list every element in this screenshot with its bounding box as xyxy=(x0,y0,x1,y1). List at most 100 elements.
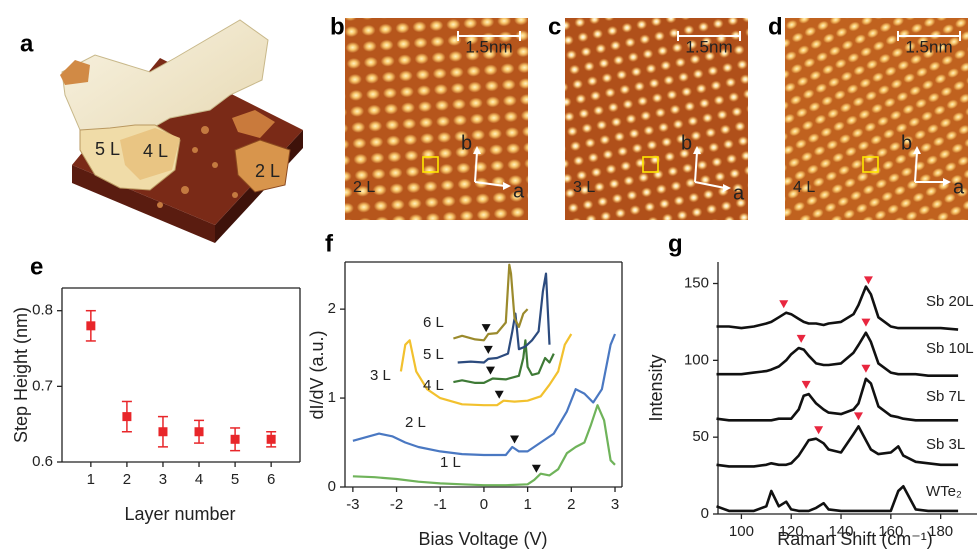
unit-cell xyxy=(422,156,439,173)
point xyxy=(158,427,168,437)
series-line xyxy=(716,377,959,422)
y-tick-label: 2 xyxy=(328,300,336,317)
series-line xyxy=(453,339,555,384)
x-tick-label: 2 xyxy=(123,471,131,488)
layer-label: 4 L xyxy=(793,179,815,196)
x-tick-label: 4 xyxy=(195,471,203,488)
y-tick-label: 0 xyxy=(701,505,709,522)
series-line xyxy=(716,331,959,377)
y-tick-label: 50 xyxy=(692,428,709,445)
series-line xyxy=(716,485,959,513)
series-line xyxy=(716,285,959,331)
arrow-head xyxy=(503,182,511,190)
x-axis-label: Raman Shift (cm⁻¹) xyxy=(777,529,933,549)
x-tick-label: 100 xyxy=(729,523,754,540)
peak-marker xyxy=(796,334,806,343)
lattice-axis xyxy=(914,151,918,183)
panel-label: f xyxy=(325,230,334,257)
series-line xyxy=(399,333,573,407)
y-tick-label: 0 xyxy=(328,478,336,495)
series-label: 2 L xyxy=(405,414,426,431)
lattice-axis-label: b xyxy=(901,132,912,154)
stm-image xyxy=(785,18,968,220)
x-axis-label: Bias Voltage (V) xyxy=(418,529,547,549)
lattice-axis-label: a xyxy=(513,180,525,202)
chart: -3 -2 -1 0 1 2 3 0 1 2 1 L 2 L 3 L 4 L 5 L 6 L xyxy=(328,261,623,513)
series-label: 6 L xyxy=(423,314,444,331)
chart: 100 120 140 160 180 0 50 100 150 Sb 20L Sb 10L Sb 7… xyxy=(684,262,977,540)
series-label: 4 L xyxy=(423,377,444,394)
series-line xyxy=(457,272,551,364)
arrow-head xyxy=(693,146,701,154)
arrow-head xyxy=(913,146,921,154)
lattice-axis xyxy=(474,151,478,183)
lattice-axis-label: b xyxy=(461,132,472,154)
peak-marker xyxy=(485,366,495,375)
arrow-head xyxy=(473,146,481,154)
chart: 1 2 3 4 5 6 0.6 0.7 0.8 xyxy=(32,287,301,488)
x-tick-label: 6 xyxy=(267,471,275,488)
layer-label: 2 L xyxy=(353,179,375,196)
peak-marker xyxy=(861,364,871,373)
series-label: 1 L xyxy=(440,454,461,471)
y-tick-label: 0.6 xyxy=(32,453,53,470)
y-tick-label: 0.8 xyxy=(32,302,53,319)
peak-marker xyxy=(494,390,504,399)
lattice-axis xyxy=(694,151,698,183)
x-tick-label: 140 xyxy=(829,523,854,540)
point xyxy=(194,427,204,437)
series-label: 5 L xyxy=(423,346,444,363)
arrow-head xyxy=(723,184,731,192)
point xyxy=(230,434,240,444)
layer-label: 3 L xyxy=(573,179,595,196)
x-tick-label: 160 xyxy=(878,523,903,540)
x-tick-label: -1 xyxy=(434,496,447,513)
peak-marker xyxy=(779,300,789,309)
series-line xyxy=(453,263,529,342)
terrace-label: 5 L xyxy=(95,139,120,159)
peak-marker xyxy=(483,345,493,354)
x-tick-label: 1 xyxy=(523,496,531,513)
y-tick-label: 100 xyxy=(684,351,709,368)
series-label: Sb 20L xyxy=(926,293,974,310)
afm-image xyxy=(60,19,303,243)
series-label: Sb 3L xyxy=(926,436,965,453)
series-label: WTe₂ xyxy=(926,483,962,500)
peak-marker xyxy=(801,380,811,389)
x-tick-label: 3 xyxy=(159,471,167,488)
panel-label: e xyxy=(30,253,43,280)
series-line xyxy=(716,425,959,468)
series-line xyxy=(352,333,617,457)
series-label: 3 L xyxy=(370,367,391,384)
point xyxy=(266,434,276,444)
x-tick-label: 180 xyxy=(928,523,953,540)
unit-cell xyxy=(642,156,659,173)
x-tick-label: 5 xyxy=(231,471,239,488)
y-axis-label: Step Height (nm) xyxy=(11,307,31,443)
y-tick-label: 0.7 xyxy=(32,377,53,394)
x-tick-label: -2 xyxy=(390,496,403,513)
series-label: Sb 7L xyxy=(926,388,965,405)
terrace-label: 2 L xyxy=(255,161,280,181)
peak-marker xyxy=(863,276,873,285)
series-line xyxy=(352,404,616,487)
peak-marker xyxy=(531,464,541,473)
point xyxy=(122,412,132,422)
y-axis-label: Intensity xyxy=(646,354,666,421)
x-tick-label: 1 xyxy=(87,471,95,488)
panel-label: d xyxy=(768,13,783,40)
x-tick-label: -3 xyxy=(346,496,359,513)
panel-label: g xyxy=(668,230,683,257)
peak-marker xyxy=(814,426,824,435)
arrow-head xyxy=(943,178,951,186)
lattice-axis-label: a xyxy=(733,182,745,204)
lattice-axis xyxy=(694,181,726,189)
x-tick-label: 120 xyxy=(779,523,804,540)
scale-bar-label: 1.5nm xyxy=(465,37,512,56)
peak-marker xyxy=(853,412,863,421)
x-tick-label: 2 xyxy=(567,496,575,513)
peak-marker xyxy=(861,318,871,327)
panel-label: a xyxy=(20,30,34,57)
lattice-axis-label: a xyxy=(953,176,965,198)
